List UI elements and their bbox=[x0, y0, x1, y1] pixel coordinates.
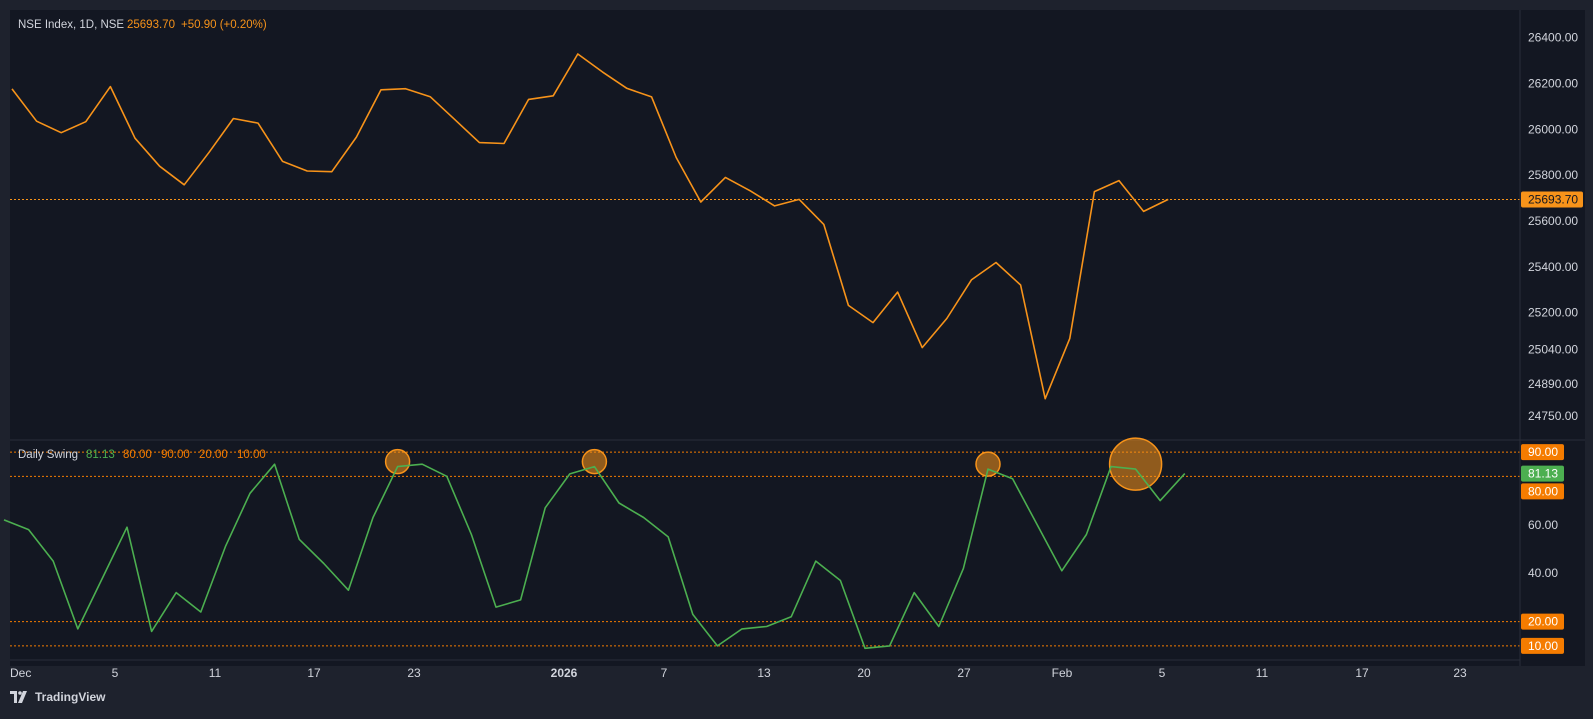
time-tick-label: Feb bbox=[1052, 666, 1073, 680]
last-oscillator-badge: 81.13 bbox=[1521, 465, 1564, 482]
time-tick-label: Dec bbox=[10, 666, 31, 680]
price-tick-label: 25800.00 bbox=[1528, 168, 1578, 182]
price-legend-symbol: NSE Index, 1D, NSE bbox=[18, 19, 124, 31]
price-tick-label: 25600.00 bbox=[1528, 214, 1578, 228]
level-label: 80.00 bbox=[1528, 484, 1558, 498]
oscillator-levels: 90.00 80.00 20.00 10.00 bbox=[10, 444, 1564, 654]
price-axis: 26400.00 26200.00 26000.00 25800.00 25600.00… bbox=[1528, 31, 1578, 423]
oscillator-tick-label: 60.00 bbox=[1528, 518, 1558, 532]
brand-name[interactable]: TradingView bbox=[35, 690, 106, 704]
oscillator-highlights bbox=[384, 437, 1163, 491]
time-tick-label: 2026 bbox=[551, 666, 578, 680]
oscillator-legend-value: 81.13 bbox=[86, 449, 115, 461]
footer: TradingView bbox=[10, 690, 105, 704]
highlight-marker bbox=[581, 448, 608, 475]
price-tick-label: 25200.00 bbox=[1528, 306, 1578, 320]
time-tick-label: 5 bbox=[1159, 666, 1166, 680]
last-oscillator-label: 81.13 bbox=[1528, 467, 1558, 481]
level-badge bbox=[1521, 637, 1564, 654]
price-legend-change: +50.90 (+0.20%) bbox=[181, 19, 267, 31]
level-badge bbox=[1521, 444, 1564, 461]
level-label: 10.00 bbox=[1528, 639, 1558, 653]
last-price-label: 25693.70 bbox=[1528, 193, 1578, 207]
oscillator-tick-label: 40.00 bbox=[1528, 566, 1558, 580]
oscillator-legend-level-3: 20.00 bbox=[199, 449, 228, 461]
time-axis[interactable]: Dec 5 11 17 23 2026 7 13 20 27 Feb 5 11 17 23 bbox=[10, 666, 1467, 680]
plot-background bbox=[10, 10, 1585, 666]
oscillator-series-line[interactable] bbox=[3, 463, 1186, 650]
highlight-marker bbox=[1108, 437, 1163, 491]
time-tick-label: 11 bbox=[1256, 666, 1269, 680]
time-tick-label: 20 bbox=[857, 666, 871, 680]
level-badge bbox=[1521, 613, 1564, 630]
last-price-badge: 25693.70 bbox=[1521, 191, 1583, 208]
time-tick-label: 11 bbox=[209, 666, 222, 680]
time-tick-label: 17 bbox=[307, 666, 321, 680]
price-legend-value: 25693.70 bbox=[127, 19, 175, 31]
tradingview-logo-icon bbox=[10, 691, 27, 703]
time-tick-label: 13 bbox=[757, 666, 771, 680]
price-tick-label: 24750.00 bbox=[1528, 409, 1578, 423]
time-tick-label: 23 bbox=[407, 666, 421, 680]
level-badge bbox=[1521, 483, 1564, 500]
time-tick-label: 27 bbox=[957, 666, 971, 680]
price-tick-label: 26400.00 bbox=[1528, 31, 1578, 45]
price-tick-label: 25400.00 bbox=[1528, 260, 1578, 274]
price-tick-label: 25040.00 bbox=[1528, 342, 1578, 356]
time-tick-label: 7 bbox=[661, 666, 668, 680]
price-tick-label: 26000.00 bbox=[1528, 122, 1578, 136]
price-series-line[interactable] bbox=[11, 53, 1169, 400]
highlight-marker bbox=[975, 451, 1001, 477]
price-pane[interactable]: 26400.00 26200.00 26000.00 25800.00 25600.00… bbox=[10, 19, 1583, 423]
oscillator-axis: 60.00 40.00 bbox=[1528, 518, 1558, 580]
time-tick-label: 17 bbox=[1355, 666, 1369, 680]
oscillator-legend-level-4: 10.00 bbox=[237, 449, 266, 461]
level-label: 20.00 bbox=[1528, 615, 1558, 629]
oscillator-legend-level-2: 90.00 bbox=[161, 449, 190, 461]
oscillator-legend-name: Daily Swing bbox=[18, 449, 78, 461]
highlight-marker bbox=[384, 448, 411, 475]
time-tick-label: 5 bbox=[112, 666, 119, 680]
price-tick-label: 24890.00 bbox=[1528, 377, 1578, 391]
price-tick-label: 26200.00 bbox=[1528, 76, 1578, 90]
oscillator-legend-level-1: 80.00 bbox=[123, 449, 152, 461]
time-tick-label: 23 bbox=[1453, 666, 1467, 680]
level-label: 90.00 bbox=[1528, 445, 1558, 459]
oscillator-pane[interactable]: 90.00 80.00 20.00 10.00 60.00 40.00 81.13 Da… bbox=[3, 437, 1564, 654]
